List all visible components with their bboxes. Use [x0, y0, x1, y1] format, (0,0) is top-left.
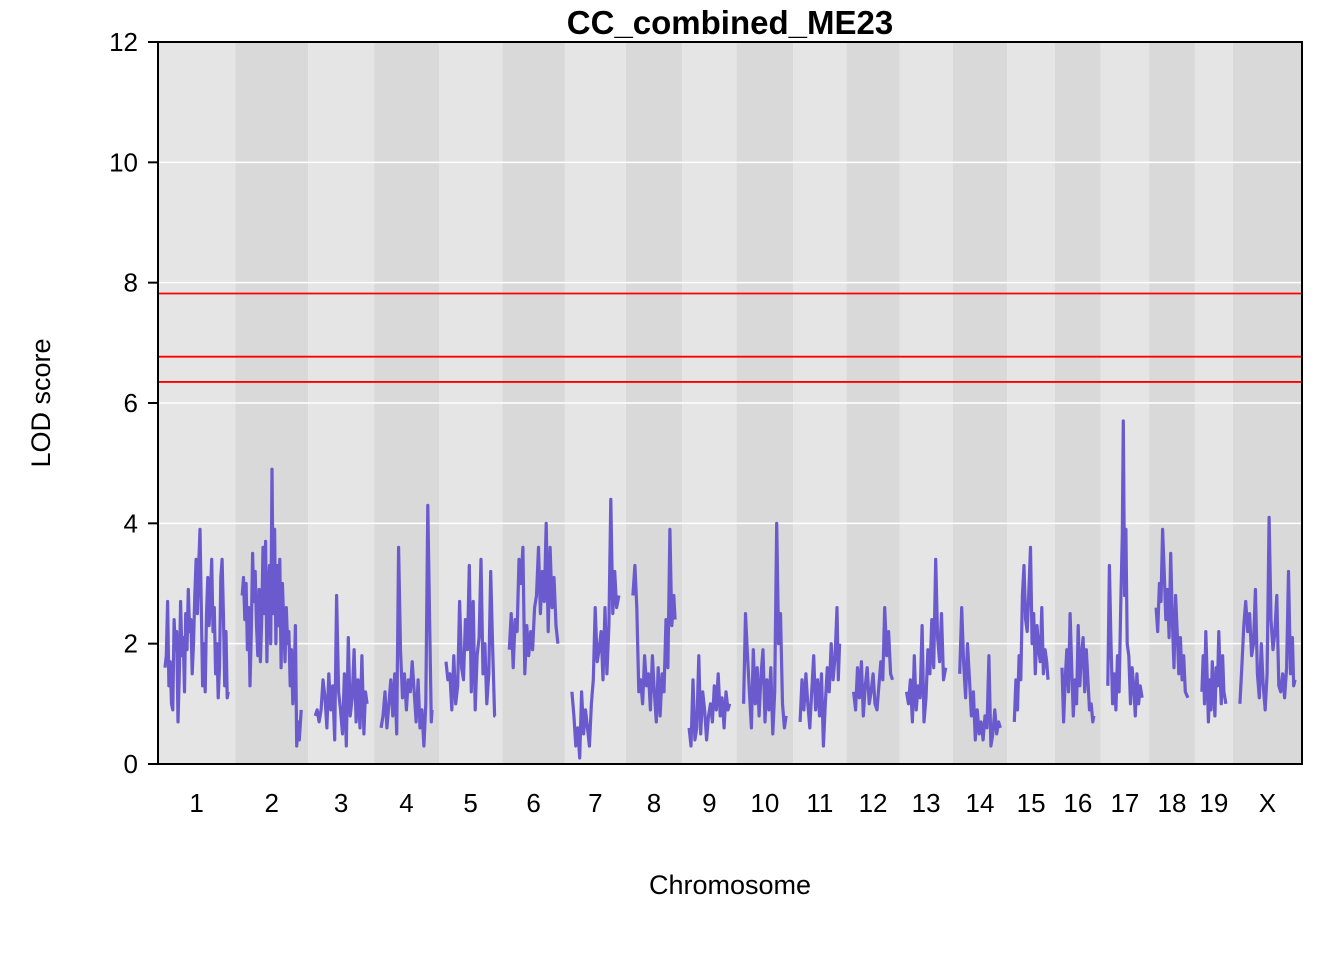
x-axis-title: Chromosome	[649, 870, 811, 900]
x-tick-label-16: 16	[1063, 788, 1092, 818]
x-tick-label-X: X	[1259, 788, 1276, 818]
x-tick-label-6: 6	[526, 788, 540, 818]
lod-curve-chr-18	[1154, 527, 1190, 699]
x-tick-label-12: 12	[859, 788, 888, 818]
x-tick-label-5: 5	[463, 788, 477, 818]
y-tick-label-2: 2	[124, 629, 138, 659]
lod-curve-chr-14	[958, 606, 1002, 748]
lod-curve-chr-13	[904, 557, 948, 724]
lod-curve-chr-17	[1106, 419, 1144, 718]
x-tick-label-1: 1	[189, 788, 203, 818]
y-tick-label-12: 12	[109, 27, 138, 57]
x-tick-label-17: 17	[1110, 788, 1139, 818]
lod-curve-chr-12	[852, 606, 895, 718]
y-tick-label-4: 4	[124, 508, 138, 538]
x-tick-label-13: 13	[912, 788, 941, 818]
x-tick-label-4: 4	[399, 788, 413, 818]
x-tick-label-18: 18	[1158, 788, 1187, 818]
y-tick-label-6: 6	[124, 388, 138, 418]
lod-curve-chr-6	[507, 521, 560, 676]
lod-curve-chr-19	[1200, 630, 1228, 724]
lod-curve-chr-2	[240, 467, 303, 748]
lod-curve-chr-1	[163, 527, 230, 724]
y-tick-label-0: 0	[124, 749, 138, 779]
threshold-lines	[158, 292, 1302, 383]
x-axis: 1 2 3 4 5 6 7 8 9 10 11 12 13 14 15 16 17 18 19 X	[189, 788, 1276, 818]
lod-curve-chr-3	[313, 593, 369, 748]
x-tick-label-9: 9	[702, 788, 716, 818]
y-axis: 0 2 4 6 8 10 12	[109, 27, 158, 779]
lod-curve-chr-X	[1238, 515, 1297, 712]
x-tick-label-7: 7	[588, 788, 602, 818]
lod-curve-chr-11	[798, 606, 842, 748]
x-tick-label-15: 15	[1017, 788, 1046, 818]
lod-curve-chr-16	[1060, 612, 1096, 724]
lod-curve-chr-4	[379, 503, 434, 748]
x-tick-label-19: 19	[1199, 788, 1228, 818]
x-tick-label-14: 14	[966, 788, 995, 818]
lod-curve-chr-15	[1012, 545, 1050, 722]
lod-curve-chr-9	[687, 654, 732, 748]
lod-curve-chr-8	[631, 527, 677, 724]
x-tick-label-10: 10	[750, 788, 779, 818]
lod-curve-chr-5	[444, 557, 497, 718]
x-tick-label-8: 8	[647, 788, 661, 818]
y-tick-label-10: 10	[109, 147, 138, 177]
lod-series	[163, 419, 1297, 760]
lod-curve-chr-10	[742, 521, 788, 736]
x-tick-label-2: 2	[264, 788, 278, 818]
y-tick-label-8: 8	[124, 268, 138, 298]
chart-title: CC_combined_ME23	[567, 4, 893, 41]
x-tick-label-11: 11	[806, 788, 833, 818]
x-tick-label-3: 3	[334, 788, 348, 818]
lod-curve-chr-7	[570, 497, 621, 760]
y-axis-title: LOD score	[26, 338, 56, 467]
